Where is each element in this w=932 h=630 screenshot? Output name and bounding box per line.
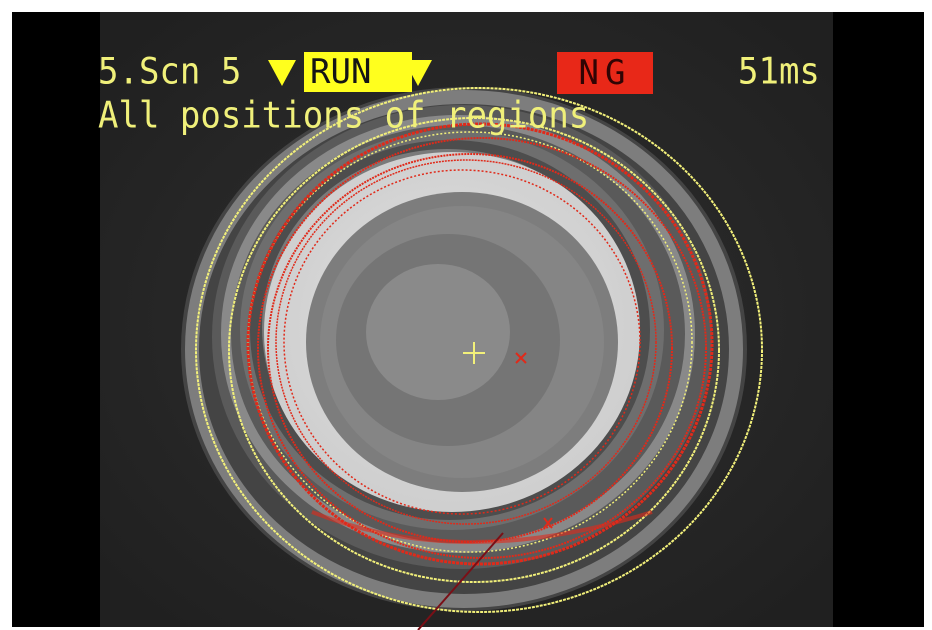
result-badge: NG [557, 52, 653, 94]
view-subtitle: All positions of regions [98, 94, 590, 138]
camera-frame: 5.Scn 5 RUN NG 51ms All positions of reg… [12, 12, 924, 627]
crosshair-icon [463, 342, 485, 364]
scene-label[interactable]: 5.Scn 5 [98, 50, 242, 94]
processing-time: 51ms [738, 50, 820, 94]
x-marker-icon [515, 352, 527, 364]
region-outline-red-4 [275, 159, 657, 525]
region-outline-red-5 [283, 169, 641, 515]
region-outline-yellow-3 [247, 131, 693, 553]
triangle-down-icon[interactable] [404, 60, 432, 86]
defect-marker-icon [543, 517, 553, 529]
cap-center [366, 264, 510, 400]
triangle-down-icon[interactable] [268, 60, 296, 86]
mode-badge[interactable]: RUN [304, 52, 412, 92]
camera-image [12, 12, 924, 627]
